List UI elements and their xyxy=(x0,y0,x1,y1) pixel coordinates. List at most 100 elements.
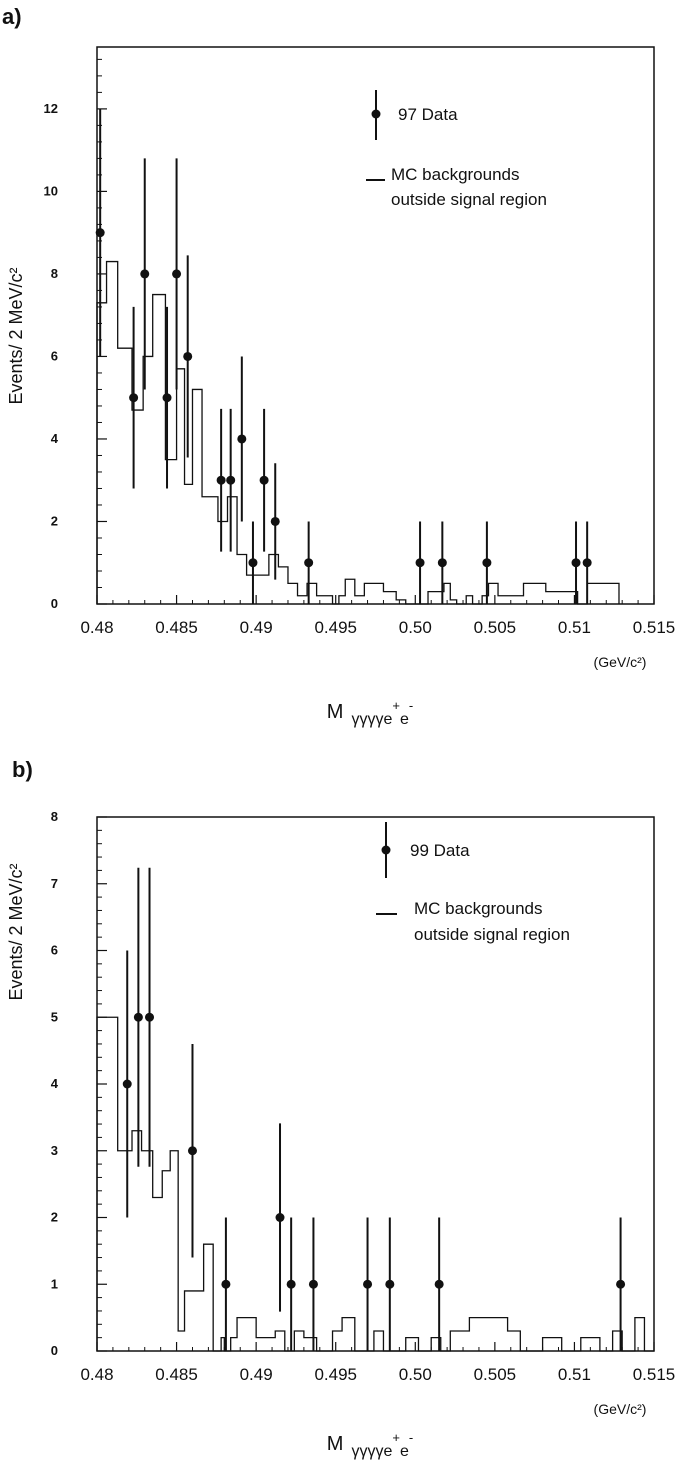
x-label-sup1-b: + xyxy=(392,1430,400,1445)
data-point-a-5 xyxy=(183,255,193,458)
x-unit-label-a: (GeV/c²) xyxy=(594,654,647,670)
x-tick-label-b-1: 0.485 xyxy=(155,1365,198,1384)
y-axis-label-b: Events/ 2 MeV/c² xyxy=(6,863,26,1000)
data-point-b-1 xyxy=(133,867,143,1167)
data-marker-b-2 xyxy=(145,1012,155,1022)
y-tick-label-b-1: 1 xyxy=(51,1276,58,1291)
legend-b: 99 Data MC backgrounds outside signal re… xyxy=(376,822,570,944)
x-tick-label-b-6: 0.51 xyxy=(558,1365,591,1384)
y-tick-label-b-3: 3 xyxy=(51,1143,58,1158)
x-tick-label-a-3: 0.495 xyxy=(314,618,357,637)
y-tick-label-a-6: 12 xyxy=(44,101,58,116)
data-point-a-17 xyxy=(582,521,592,604)
legend-data-label-a: 97 Data xyxy=(398,105,458,124)
data-marker-b-0 xyxy=(122,1079,132,1089)
x-label-sub-a: γγγγe xyxy=(351,711,392,728)
data-point-a-6 xyxy=(216,408,226,552)
data-point-b-9 xyxy=(385,1217,395,1351)
x-tick-label-a-6: 0.51 xyxy=(558,618,591,637)
data-points-b xyxy=(122,867,626,1351)
data-point-b-10 xyxy=(434,1217,444,1351)
legend-mc-label-a-line1: MC backgrounds xyxy=(391,165,520,184)
data-marker-a-17 xyxy=(582,558,592,568)
data-point-b-5 xyxy=(275,1123,285,1312)
data-point-a-14 xyxy=(437,521,447,604)
data-marker-b-11 xyxy=(616,1279,626,1289)
x-label-main-b: M xyxy=(327,1433,344,1455)
legend-mc-label-b-line1: MC backgrounds xyxy=(414,899,543,918)
data-marker-b-8 xyxy=(363,1279,373,1289)
data-point-b-2 xyxy=(145,867,155,1167)
x-label-sub-b: γγγγe xyxy=(351,1443,392,1460)
data-point-a-9 xyxy=(248,521,258,604)
legend-data-label-b: 99 Data xyxy=(410,841,470,860)
x-label-sup2-a: - xyxy=(409,698,413,713)
data-marker-a-0 xyxy=(95,228,105,238)
x-tick-label-b-3: 0.495 xyxy=(314,1365,357,1384)
x-tick-label-a-0: 0.48 xyxy=(80,618,113,637)
y-tick-label-a-2: 4 xyxy=(51,431,59,446)
y-tick-label-a-1: 2 xyxy=(51,513,58,528)
y-tick-label-b-6: 6 xyxy=(51,943,58,958)
data-marker-b-3 xyxy=(187,1146,197,1156)
x-label-main-a: M xyxy=(327,701,344,723)
x-tick-label-a-7: 0.515 xyxy=(633,618,676,637)
data-marker-a-5 xyxy=(183,351,193,361)
x-tick-label-a-5: 0.505 xyxy=(474,618,517,637)
data-marker-a-6 xyxy=(216,475,226,485)
data-point-a-10 xyxy=(259,408,269,552)
data-point-b-6 xyxy=(286,1217,296,1351)
data-point-b-3 xyxy=(187,1043,197,1258)
data-marker-a-14 xyxy=(437,558,447,568)
data-marker-b-5 xyxy=(275,1213,285,1222)
mc-histogram-line-a xyxy=(96,260,620,605)
data-point-a-7 xyxy=(226,408,236,552)
y-tick-label-b-0: 0 xyxy=(51,1343,58,1358)
legend-mc-label-a-line2: outside signal region xyxy=(391,190,547,209)
y-tick-label-a-0: 0 xyxy=(51,596,58,611)
data-marker-b-1 xyxy=(133,1012,143,1022)
data-marker-a-13 xyxy=(415,558,425,568)
legend-mc-label-b-line2: outside signal region xyxy=(414,925,570,944)
data-marker-b-6 xyxy=(286,1279,296,1289)
data-marker-a-4 xyxy=(172,269,182,279)
x-label-sub2-a: e xyxy=(400,711,409,728)
data-point-b-11 xyxy=(616,1217,626,1351)
data-point-b-7 xyxy=(308,1217,318,1351)
data-marker-a-7 xyxy=(226,475,236,485)
x-tick-label-b-0: 0.48 xyxy=(80,1365,113,1384)
data-point-a-8 xyxy=(237,356,247,522)
data-point-a-13 xyxy=(415,521,425,604)
panel-label-b: b) xyxy=(12,757,33,782)
y-tick-label-b-7: 7 xyxy=(51,876,58,891)
y-axis-a: 0 2 4 6 8 10 12 xyxy=(44,58,107,611)
mc-histogram-a xyxy=(96,260,620,605)
data-point-a-4 xyxy=(172,158,182,390)
x-axis-b: 0.48 0.485 0.49 0.495 0.50 0.505 0.51 0.515 xyxy=(80,1342,675,1384)
data-point-a-15 xyxy=(482,521,492,604)
y-tick-label-a-4: 8 xyxy=(51,266,58,281)
panel-label-a: a) xyxy=(2,4,22,29)
data-points-a xyxy=(95,108,592,604)
legend-data-marker-a xyxy=(371,109,381,119)
x-tick-label-b-5: 0.505 xyxy=(474,1365,517,1384)
y-tick-label-a-5: 10 xyxy=(44,183,58,198)
data-point-a-12 xyxy=(304,521,314,604)
data-point-a-0 xyxy=(95,108,105,357)
mc-histogram-line-b xyxy=(96,1016,654,1352)
data-marker-b-9 xyxy=(385,1279,395,1289)
x-axis-a: 0.48 0.485 0.49 0.495 0.50 0.505 0.51 0.515 xyxy=(80,595,675,637)
data-marker-b-10 xyxy=(434,1279,444,1289)
data-point-a-3 xyxy=(162,306,172,489)
x-tick-label-a-4: 0.50 xyxy=(399,618,432,637)
data-marker-a-10 xyxy=(259,475,269,485)
data-marker-a-3 xyxy=(162,393,172,403)
data-point-b-4 xyxy=(221,1217,231,1351)
y-axis-label-a: Events/ 2 MeV/c² xyxy=(6,267,26,404)
x-unit-label-b: (GeV/c²) xyxy=(594,1401,647,1417)
y-tick-label-b-2: 2 xyxy=(51,1210,58,1225)
data-point-a-11 xyxy=(270,463,280,580)
data-point-a-1 xyxy=(129,306,139,489)
